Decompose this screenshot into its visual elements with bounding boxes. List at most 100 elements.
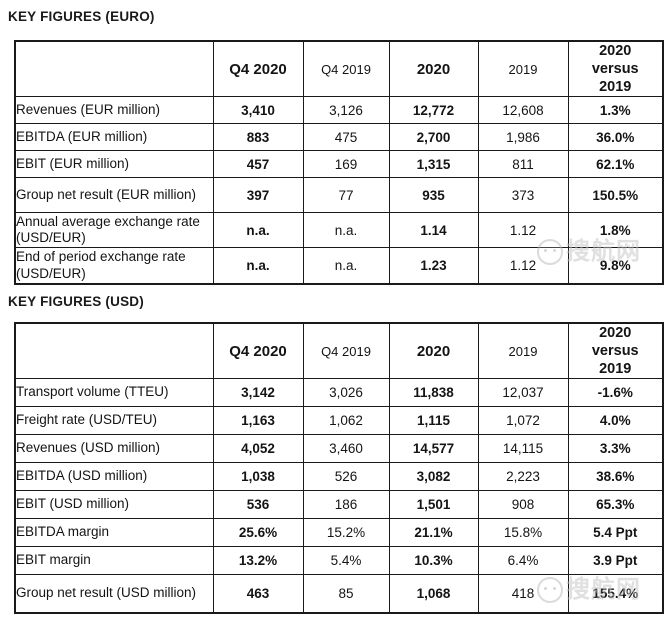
- row-label: Group net result (USD million): [14, 574, 214, 614]
- cell-q4-2019: 3,026: [302, 378, 390, 408]
- row-label: Revenues (EUR million): [14, 96, 214, 125]
- cell-2020: 14,577: [388, 434, 479, 464]
- col-header-q4-2020: Q4 2020: [212, 40, 304, 98]
- row-label: EBITDA (EUR million): [14, 123, 214, 152]
- row-label: Annual average exchange rate (USD/EUR): [14, 212, 214, 249]
- cell-2020: 12,772: [388, 96, 479, 125]
- cell-2020-vs-2019: 62.1%: [567, 150, 664, 179]
- row-label: EBIT (USD million): [14, 490, 214, 520]
- cell-q4-2019: 77: [302, 177, 390, 214]
- table-row: EBIT (USD million) 536 186 1,501 908 65.…: [14, 490, 664, 520]
- table-row: EBIT margin 13.2% 5.4% 10.3% 6.4% 3.9 Pp…: [14, 546, 664, 576]
- corner-cell: [14, 40, 214, 98]
- cell-q4-2019: 15.2%: [302, 518, 390, 548]
- cell-2020-vs-2019: -1.6%: [567, 378, 664, 408]
- col-header-q4-2019: Q4 2019: [302, 322, 390, 380]
- cell-2020: 2,700: [388, 123, 479, 152]
- table-row: EBITDA (EUR million) 883 475 2,700 1,986…: [14, 123, 664, 152]
- col-header-2020-versus-2019: 2020 versus 2019: [567, 322, 664, 380]
- cell-2019: 1.12: [477, 247, 569, 285]
- cell-q4-2019: 5.4%: [302, 546, 390, 576]
- cell-2020-vs-2019: 38.6%: [567, 462, 664, 492]
- cell-2020-vs-2019: 3.9 Ppt: [567, 546, 664, 576]
- col-header-2020-versus-2019: 2020 versus 2019: [567, 40, 664, 98]
- cell-q4-2020: 3,142: [212, 378, 304, 408]
- cell-q4-2020: 397: [212, 177, 304, 214]
- euro-key-figures-table: Q4 2020 Q4 2019 2020 2019 2020 versus 20…: [14, 40, 664, 285]
- cell-2019: 373: [477, 177, 569, 214]
- cell-2019: 418: [477, 574, 569, 614]
- row-label: EBITDA margin: [14, 518, 214, 548]
- row-label: Revenues (USD million): [14, 434, 214, 464]
- cell-q4-2020: 25.6%: [212, 518, 304, 548]
- table-row: Revenues (EUR million) 3,410 3,126 12,77…: [14, 96, 664, 125]
- cell-2019: 6.4%: [477, 546, 569, 576]
- table-row: End of period exchange rate (USD/EUR) n.…: [14, 247, 664, 285]
- col-header-2020: 2020: [388, 322, 479, 380]
- col-header-q4-2019: Q4 2019: [302, 40, 390, 98]
- cell-q4-2019: 475: [302, 123, 390, 152]
- cell-2020-vs-2019: 5.4 Ppt: [567, 518, 664, 548]
- cell-2020-vs-2019: 9.8%: [567, 247, 664, 285]
- cell-2020: 1,315: [388, 150, 479, 179]
- cell-q4-2020: 3,410: [212, 96, 304, 125]
- table-row: Revenues (USD million) 4,052 3,460 14,57…: [14, 434, 664, 464]
- cell-q4-2019: 85: [302, 574, 390, 614]
- cell-2020-vs-2019: 36.0%: [567, 123, 664, 152]
- col-header-2019: 2019: [477, 40, 569, 98]
- cell-q4-2020: 457: [212, 150, 304, 179]
- cell-q4-2020: 4,052: [212, 434, 304, 464]
- cell-2020: 3,082: [388, 462, 479, 492]
- table-row: EBITDA margin 25.6% 15.2% 21.1% 15.8% 5.…: [14, 518, 664, 548]
- row-label: End of period exchange rate (USD/EUR): [14, 247, 214, 285]
- table-row: Annual average exchange rate (USD/EUR) n…: [14, 212, 664, 249]
- cell-2019: 1.12: [477, 212, 569, 249]
- col-header-q4-2020: Q4 2020: [212, 322, 304, 380]
- cell-2020: 10.3%: [388, 546, 479, 576]
- cell-2020-vs-2019: 4.0%: [567, 406, 664, 436]
- cell-q4-2019: 3,460: [302, 434, 390, 464]
- row-label: EBITDA (USD million): [14, 462, 214, 492]
- cell-q4-2019: 1,062: [302, 406, 390, 436]
- row-label: Freight rate (USD/TEU): [14, 406, 214, 436]
- cell-q4-2019: 186: [302, 490, 390, 520]
- cell-q4-2019: 526: [302, 462, 390, 492]
- corner-cell: [14, 322, 214, 380]
- cell-2020: 935: [388, 177, 479, 214]
- cell-q4-2020: 13.2%: [212, 546, 304, 576]
- cell-q4-2019: n.a.: [302, 247, 390, 285]
- cell-2020-vs-2019: 1.3%: [567, 96, 664, 125]
- cell-2020-vs-2019: 65.3%: [567, 490, 664, 520]
- cell-2019: 811: [477, 150, 569, 179]
- cell-q4-2020: 463: [212, 574, 304, 614]
- cell-q4-2020: n.a.: [212, 247, 304, 285]
- usd-header-row: Q4 2020 Q4 2019 2020 2019 2020 versus 20…: [14, 322, 664, 380]
- cell-q4-2020: 1,163: [212, 406, 304, 436]
- cell-q4-2019: n.a.: [302, 212, 390, 249]
- cell-2019: 1,072: [477, 406, 569, 436]
- table-row: Group net result (USD million) 463 85 1,…: [14, 574, 664, 614]
- cell-2020-vs-2019: 3.3%: [567, 434, 664, 464]
- cell-q4-2020: 536: [212, 490, 304, 520]
- row-label: EBIT (EUR million): [14, 150, 214, 179]
- cell-2019: 12,037: [477, 378, 569, 408]
- table-row: EBIT (EUR million) 457 169 1,315 811 62.…: [14, 150, 664, 179]
- cell-2020-vs-2019: 155.4%: [567, 574, 664, 614]
- cell-2020: 11,838: [388, 378, 479, 408]
- usd-section-title: KEY FIGURES (USD): [8, 294, 144, 309]
- cell-2019: 1,986: [477, 123, 569, 152]
- table-row: Transport volume (TTEU) 3,142 3,026 11,8…: [14, 378, 664, 408]
- row-label: Group net result (EUR million): [14, 177, 214, 214]
- cell-2020-vs-2019: 1.8%: [567, 212, 664, 249]
- col-header-2020: 2020: [388, 40, 479, 98]
- cell-2019: 12,608: [477, 96, 569, 125]
- row-label: EBIT margin: [14, 546, 214, 576]
- cell-2019: 15.8%: [477, 518, 569, 548]
- cell-q4-2020: 1,038: [212, 462, 304, 492]
- cell-2020: 1.23: [388, 247, 479, 285]
- cell-q4-2019: 169: [302, 150, 390, 179]
- cell-2020: 1,501: [388, 490, 479, 520]
- col-header-2019: 2019: [477, 322, 569, 380]
- cell-2019: 2,223: [477, 462, 569, 492]
- cell-2020: 1,115: [388, 406, 479, 436]
